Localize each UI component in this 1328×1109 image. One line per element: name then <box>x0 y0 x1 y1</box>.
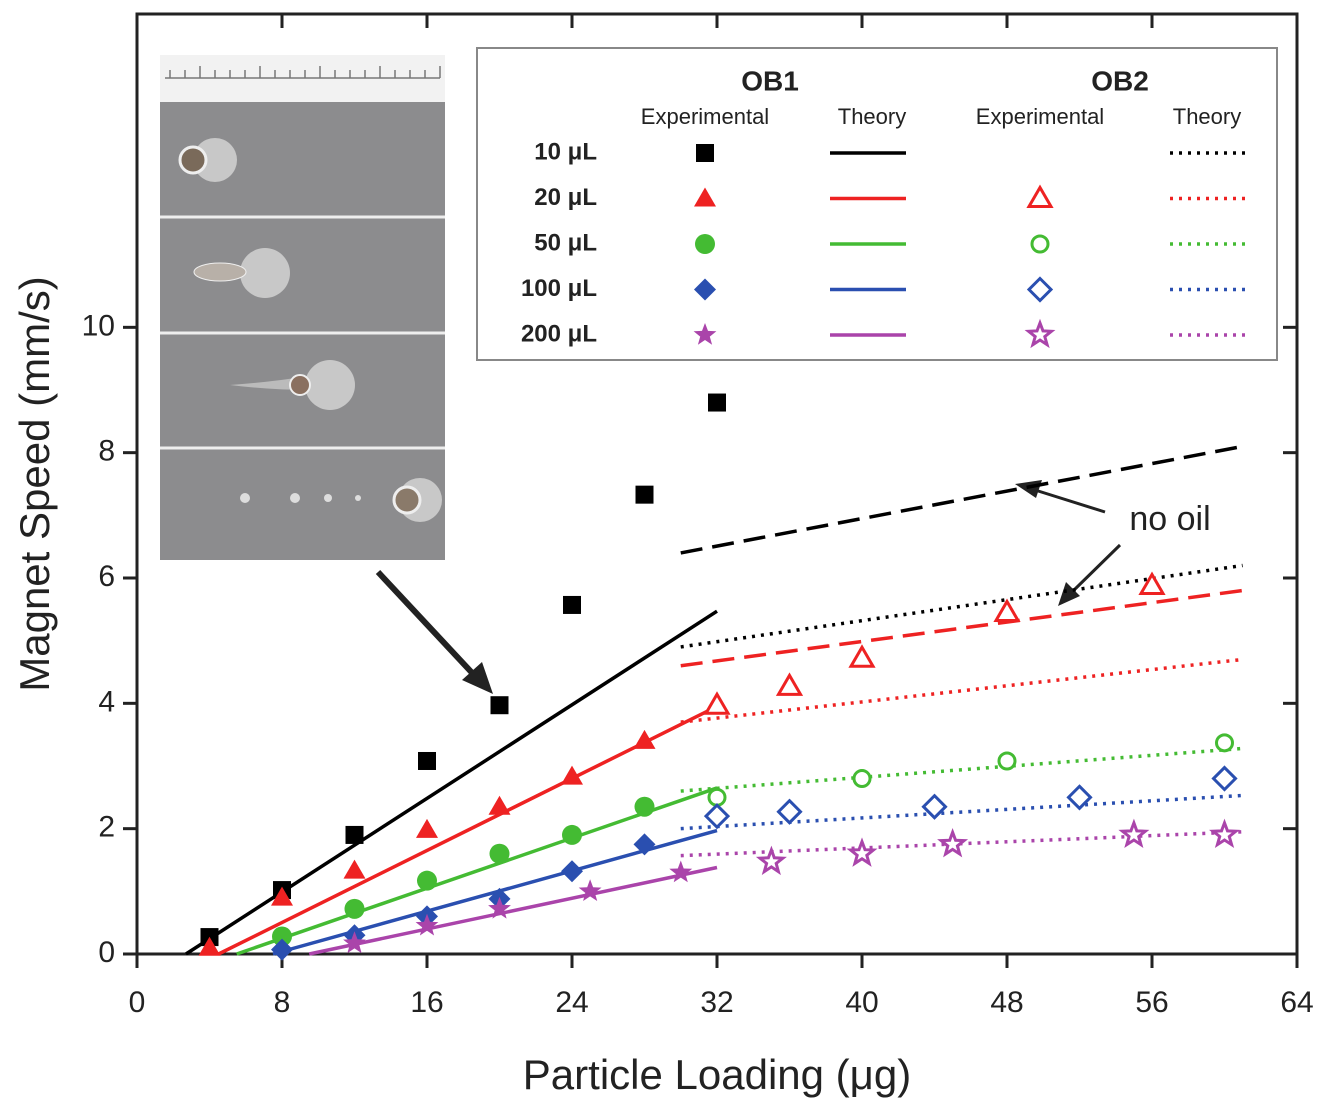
marker <box>997 751 1017 771</box>
x-tick-label: 16 <box>410 986 443 1019</box>
legend-label: 20 μL <box>534 184 597 211</box>
x-tick-label: 0 <box>129 986 146 1019</box>
ob2-theory-line <box>680 793 1243 831</box>
inset-photo <box>160 55 445 560</box>
marker <box>776 798 803 825</box>
marker <box>634 796 655 817</box>
marker <box>695 234 715 254</box>
marker <box>1026 276 1054 303</box>
marker <box>993 598 1021 622</box>
x-tick-label: 24 <box>555 986 588 1019</box>
ob2-theory-line <box>680 746 1243 793</box>
legend-label: 50 μL <box>534 229 597 256</box>
x-tick-label: 48 <box>990 986 1023 1019</box>
legend-label: 200 μL <box>521 320 597 347</box>
marker <box>693 323 717 345</box>
marker <box>703 691 731 715</box>
marker <box>703 803 731 830</box>
marker <box>489 843 510 864</box>
marker <box>562 824 582 845</box>
legend-column: Experimental <box>641 104 769 129</box>
marker <box>707 787 727 807</box>
annotation-arrows <box>1015 480 1122 606</box>
inset-arrow <box>375 569 493 694</box>
legend-group: OB1 <box>741 65 799 96</box>
marker <box>694 187 716 207</box>
ob2-theory-line <box>680 657 1243 724</box>
marker <box>669 860 693 883</box>
marker <box>271 938 293 961</box>
marker <box>490 696 509 715</box>
ob1-theory-line <box>236 786 718 956</box>
y-tick-label: 6 <box>98 560 115 593</box>
marker <box>1066 784 1093 811</box>
ob1-theory-line <box>308 865 718 956</box>
marker <box>1118 818 1150 849</box>
marker <box>488 896 511 919</box>
x-tick-label: 40 <box>845 986 878 1019</box>
legend-column: Theory <box>838 104 906 129</box>
marker <box>561 860 583 883</box>
marker <box>633 729 656 749</box>
marker <box>1209 818 1240 849</box>
marker <box>563 595 581 614</box>
marker <box>417 870 437 891</box>
marker <box>578 879 602 901</box>
marker <box>1030 234 1050 254</box>
marker <box>272 926 292 947</box>
marker <box>775 672 804 696</box>
marker <box>561 765 583 785</box>
y-tick-label: 8 <box>98 435 115 468</box>
legend-column: Experimental <box>976 104 1104 129</box>
marker <box>846 837 878 867</box>
marker <box>1026 184 1054 208</box>
marker <box>1024 318 1056 349</box>
x-tick-label: 32 <box>700 986 733 1019</box>
y-tick-label: 0 <box>98 936 115 969</box>
marker <box>694 278 716 301</box>
marker <box>415 913 439 936</box>
marker <box>848 644 876 668</box>
legend-group: OB2 <box>1091 65 1149 96</box>
marker <box>343 931 366 954</box>
marker <box>1138 571 1166 596</box>
marker <box>852 769 872 789</box>
y-axis-label: Magnet Speed (mm/s) <box>11 276 58 692</box>
legend-column: Theory <box>1173 104 1241 129</box>
legend-box <box>476 47 1278 361</box>
marker <box>345 825 364 844</box>
marker <box>1211 765 1238 792</box>
marker <box>198 936 221 956</box>
marker <box>343 859 366 879</box>
marker <box>271 886 293 906</box>
marker <box>696 144 714 162</box>
no-oil-line <box>680 588 1243 668</box>
marker <box>344 898 365 919</box>
x-tick-label: 8 <box>274 986 291 1019</box>
legend-label: 10 μL <box>534 138 597 165</box>
ob2-theory-line <box>680 563 1243 649</box>
marker <box>418 751 436 770</box>
y-tick-label: 10 <box>82 309 115 342</box>
x-axis-label: Particle Loading (μg) <box>523 1051 911 1098</box>
marker <box>488 795 511 815</box>
marker <box>1215 733 1234 753</box>
marker <box>937 827 969 858</box>
annotation: no oil <box>1129 500 1210 538</box>
x-tick-label: 64 <box>1280 986 1313 1019</box>
y-tick-label: 4 <box>98 685 115 718</box>
marker <box>921 793 948 820</box>
marker <box>708 393 726 412</box>
marker <box>416 818 438 838</box>
ob1-theory-line <box>217 704 718 956</box>
marker <box>633 833 656 856</box>
marker <box>635 485 654 504</box>
legend-label: 100 μL <box>521 275 597 302</box>
x-tick-label: 56 <box>1135 986 1168 1019</box>
marker <box>755 845 787 876</box>
y-tick-label: 2 <box>98 811 115 844</box>
